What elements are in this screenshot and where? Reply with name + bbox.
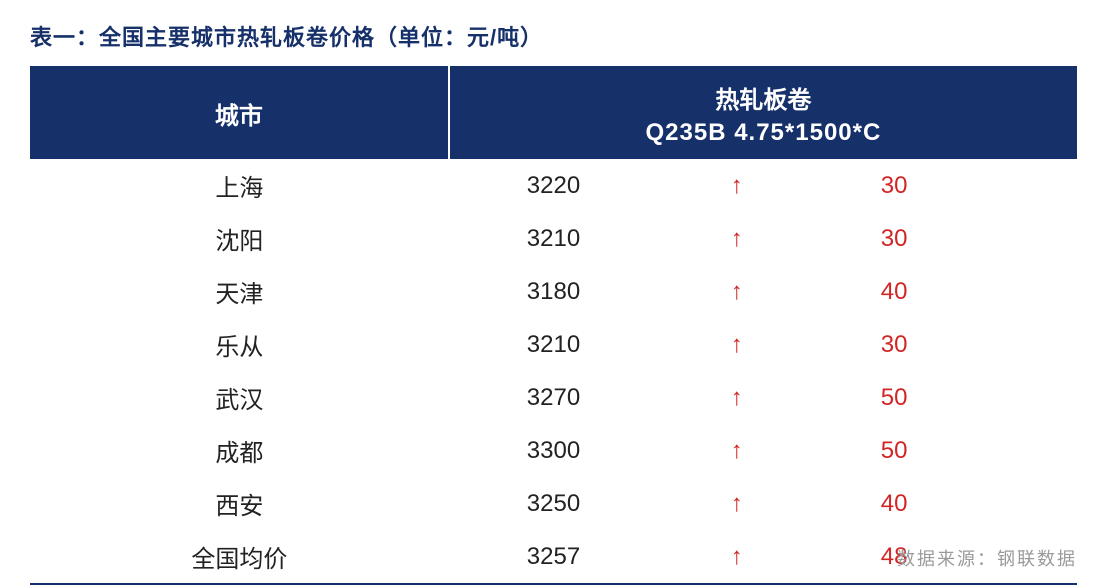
cell-delta: 50 bbox=[815, 371, 1077, 424]
cell-delta: 40 bbox=[815, 477, 1077, 530]
col-header-product: 热轧板卷 Q235B 4.75*1500*C bbox=[449, 67, 1077, 159]
table-row: 沈阳3210↑30 bbox=[30, 212, 1077, 265]
cell-price: 3257 bbox=[449, 530, 658, 584]
cell-price: 3300 bbox=[449, 424, 658, 477]
cell-delta: 50 bbox=[815, 424, 1077, 477]
cell-price: 3220 bbox=[449, 159, 658, 212]
arrow-up-icon: ↑ bbox=[658, 318, 815, 371]
table-row: 乐从3210↑30 bbox=[30, 318, 1077, 371]
table-row: 天津3180↑40 bbox=[30, 265, 1077, 318]
cell-city: 全国均价 bbox=[30, 530, 449, 584]
cell-city: 天津 bbox=[30, 265, 449, 318]
product-spec: Q235B 4.75*1500*C bbox=[458, 119, 1069, 147]
cell-city: 乐从 bbox=[30, 318, 449, 371]
arrow-up-icon: ↑ bbox=[658, 212, 815, 265]
cell-city: 成都 bbox=[30, 424, 449, 477]
cell-price: 3270 bbox=[449, 371, 658, 424]
table-row: 上海3220↑30 bbox=[30, 159, 1077, 212]
cell-delta: 30 bbox=[815, 318, 1077, 371]
cell-city: 沈阳 bbox=[30, 212, 449, 265]
cell-city: 上海 bbox=[30, 159, 449, 212]
table-row: 西安3250↑40 bbox=[30, 477, 1077, 530]
price-table: 城市 热轧板卷 Q235B 4.75*1500*C 上海3220↑30沈阳321… bbox=[30, 66, 1077, 585]
cell-city: 西安 bbox=[30, 477, 449, 530]
table-row: 武汉3270↑50 bbox=[30, 371, 1077, 424]
cell-price: 3180 bbox=[449, 265, 658, 318]
table-row: 成都3300↑50 bbox=[30, 424, 1077, 477]
arrow-up-icon: ↑ bbox=[658, 424, 815, 477]
arrow-up-icon: ↑ bbox=[658, 530, 815, 584]
col-header-city: 城市 bbox=[30, 67, 449, 159]
table-title: 表一：全国主要城市热轧板卷价格（单位：元/吨） bbox=[30, 20, 1077, 52]
cell-city: 武汉 bbox=[30, 371, 449, 424]
arrow-up-icon: ↑ bbox=[658, 159, 815, 212]
cell-price: 3210 bbox=[449, 318, 658, 371]
arrow-up-icon: ↑ bbox=[658, 371, 815, 424]
data-source-label: 数据来源：钢联数据 bbox=[897, 545, 1077, 571]
product-name: 热轧板卷 bbox=[715, 87, 811, 114]
cell-delta: 30 bbox=[815, 159, 1077, 212]
cell-price: 3210 bbox=[449, 212, 658, 265]
cell-price: 3250 bbox=[449, 477, 658, 530]
cell-delta: 30 bbox=[815, 212, 1077, 265]
cell-delta: 40 bbox=[815, 265, 1077, 318]
arrow-up-icon: ↑ bbox=[658, 477, 815, 530]
arrow-up-icon: ↑ bbox=[658, 265, 815, 318]
